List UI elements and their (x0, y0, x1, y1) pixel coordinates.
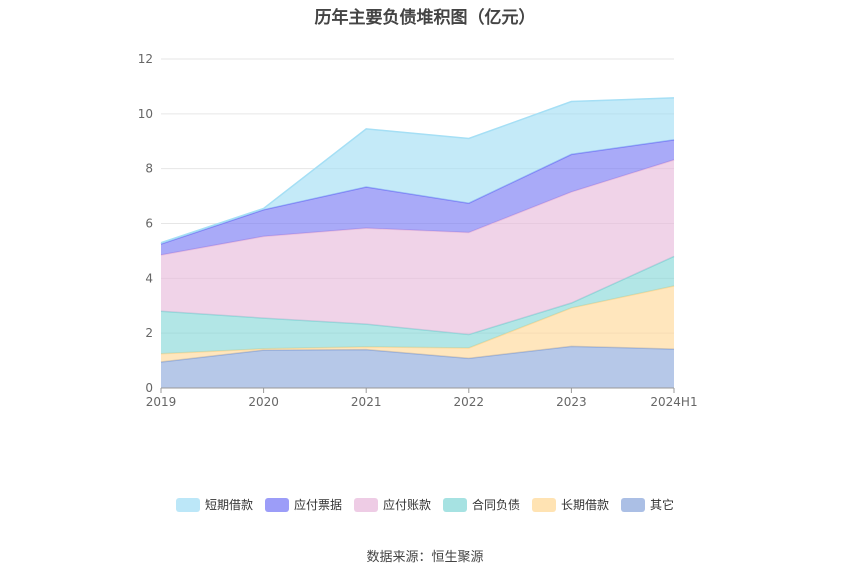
source-note: 数据来源：恒生聚源 (366, 550, 484, 565)
area-series-0 (161, 346, 674, 388)
legend-swatch (175, 497, 200, 512)
legend-label: 应付账款 (382, 498, 431, 512)
legend-label: 长期借款 (561, 498, 610, 512)
y-tick-label: 6 (145, 217, 153, 231)
legend-label: 其它 (650, 498, 675, 512)
line-series-5 (160, 97, 675, 244)
legend-swatch (443, 497, 467, 512)
x-tick-label: 2021 (351, 395, 382, 409)
area-series-3 (161, 159, 674, 335)
x-tick-label: 2020 (248, 395, 279, 409)
legend-swatch (532, 497, 557, 512)
legend-item[interactable]: 短期借款 (175, 496, 253, 513)
legend-item[interactable]: 其它 (621, 496, 674, 513)
legend-swatch (353, 497, 378, 512)
y-tick-label: 8 (145, 162, 153, 176)
legend-label: 应付票据 (293, 498, 342, 512)
legend-swatch (621, 497, 646, 512)
legend-item[interactable]: 合同负债 (443, 496, 520, 513)
legend-item[interactable]: 应付票据 (264, 496, 342, 513)
area-series-4 (161, 139, 674, 256)
legend-item[interactable]: 长期借款 (532, 496, 609, 513)
x-tick-label: 2024H1 (650, 395, 697, 409)
y-tick-label: 2 (145, 326, 153, 340)
y-tick-label: 10 (138, 107, 153, 121)
stacked-area-chart: 0 2 4 6 8 10 12 2019 2020 2021 2022 2023 2024H1 (138, 52, 698, 409)
x-tick-label: 2019 (146, 395, 177, 409)
legend-swatch (264, 497, 289, 512)
area-series-5 (161, 97, 674, 245)
legend-label: 短期借款 (204, 498, 253, 512)
line-series-3 (160, 159, 675, 256)
y-tick-label: 12 (138, 52, 153, 66)
area-series-2 (161, 256, 674, 354)
legend-item[interactable]: 应付账款 (353, 496, 431, 513)
area-series-1 (161, 286, 674, 362)
y-tick-label: 4 (145, 271, 153, 285)
x-tick-label: 2023 (556, 395, 587, 409)
legend-label: 合同负债 (472, 498, 521, 512)
x-tick-label: 2022 (454, 395, 485, 409)
chart-title: 历年主要负债堆积图（亿元） (314, 8, 536, 28)
y-tick-label: 0 (145, 381, 153, 395)
chart-legend: 短期借款 应付票据 应付账款 合同负债 长期借款 其它 (0, 496, 850, 513)
